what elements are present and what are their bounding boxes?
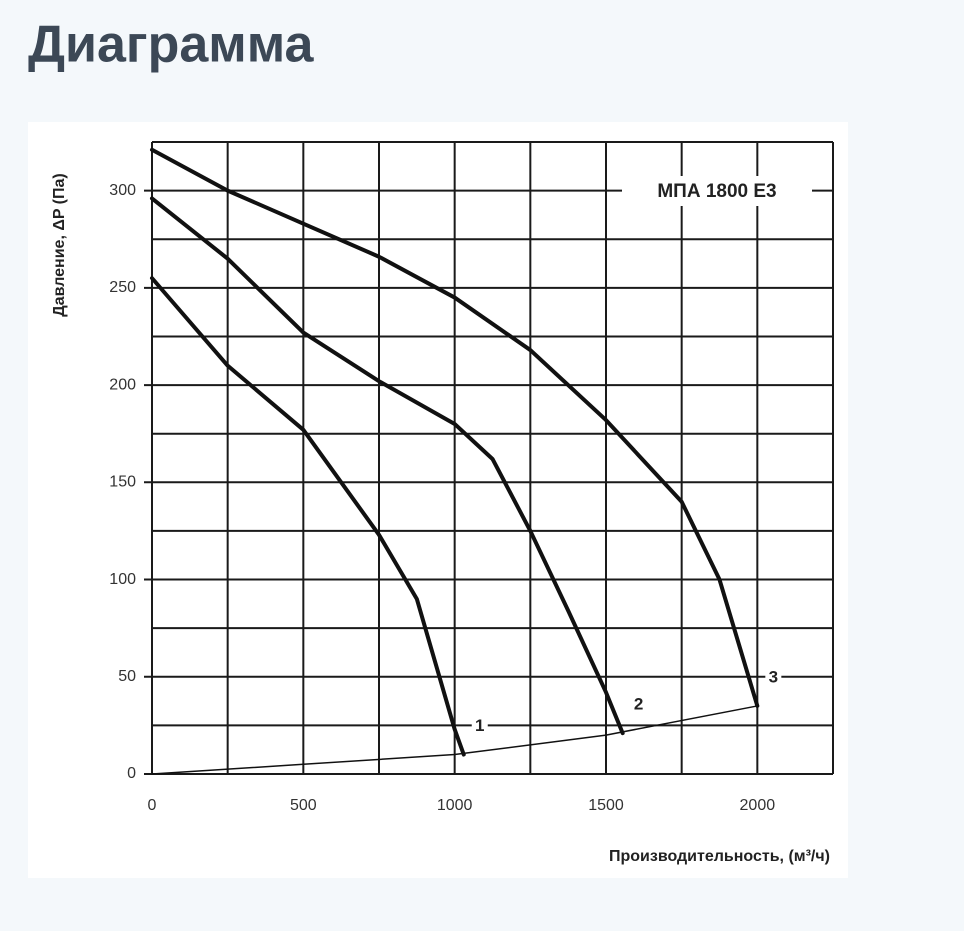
- chart-background: [28, 122, 848, 878]
- x-axis-label: Производительность, (м³/ч): [609, 848, 830, 865]
- y-axis-label: Давление, ΔP (Па): [51, 173, 68, 316]
- series-label-background: [630, 695, 647, 716]
- series-line: [150, 196, 625, 736]
- series-label-background: [765, 667, 782, 688]
- y-tick-label: 300: [109, 182, 136, 199]
- y-tick-label: 50: [118, 668, 136, 685]
- chart-title: МПА 1800 Е3: [657, 181, 776, 202]
- y-tick-label: 100: [109, 571, 136, 588]
- page-title: Диаграмма: [28, 16, 315, 74]
- series-line: [150, 276, 466, 757]
- series-label: 3: [769, 667, 778, 686]
- y-tick-label: 0: [127, 765, 136, 782]
- x-tick-label: 1000: [437, 797, 473, 814]
- series-label: 1: [475, 716, 484, 735]
- x-tick-label: 500: [290, 797, 317, 814]
- y-tick-label: 150: [109, 474, 136, 491]
- series-label: 2: [634, 695, 643, 714]
- y-tick-label: 200: [109, 376, 136, 393]
- y-tick-label: 250: [109, 279, 136, 296]
- chart: 0 500 1000 1500 2000 0 50 100 150 200 250 300 Произв…: [51, 141, 834, 865]
- title-background: [622, 176, 812, 206]
- x-tick-label: 2000: [740, 797, 776, 814]
- series-line: [150, 147, 760, 708]
- x-tick-label: 0: [148, 797, 157, 814]
- series-line: [151, 705, 759, 775]
- x-tick-label: 1500: [588, 797, 624, 814]
- series-label-background: [471, 716, 488, 737]
